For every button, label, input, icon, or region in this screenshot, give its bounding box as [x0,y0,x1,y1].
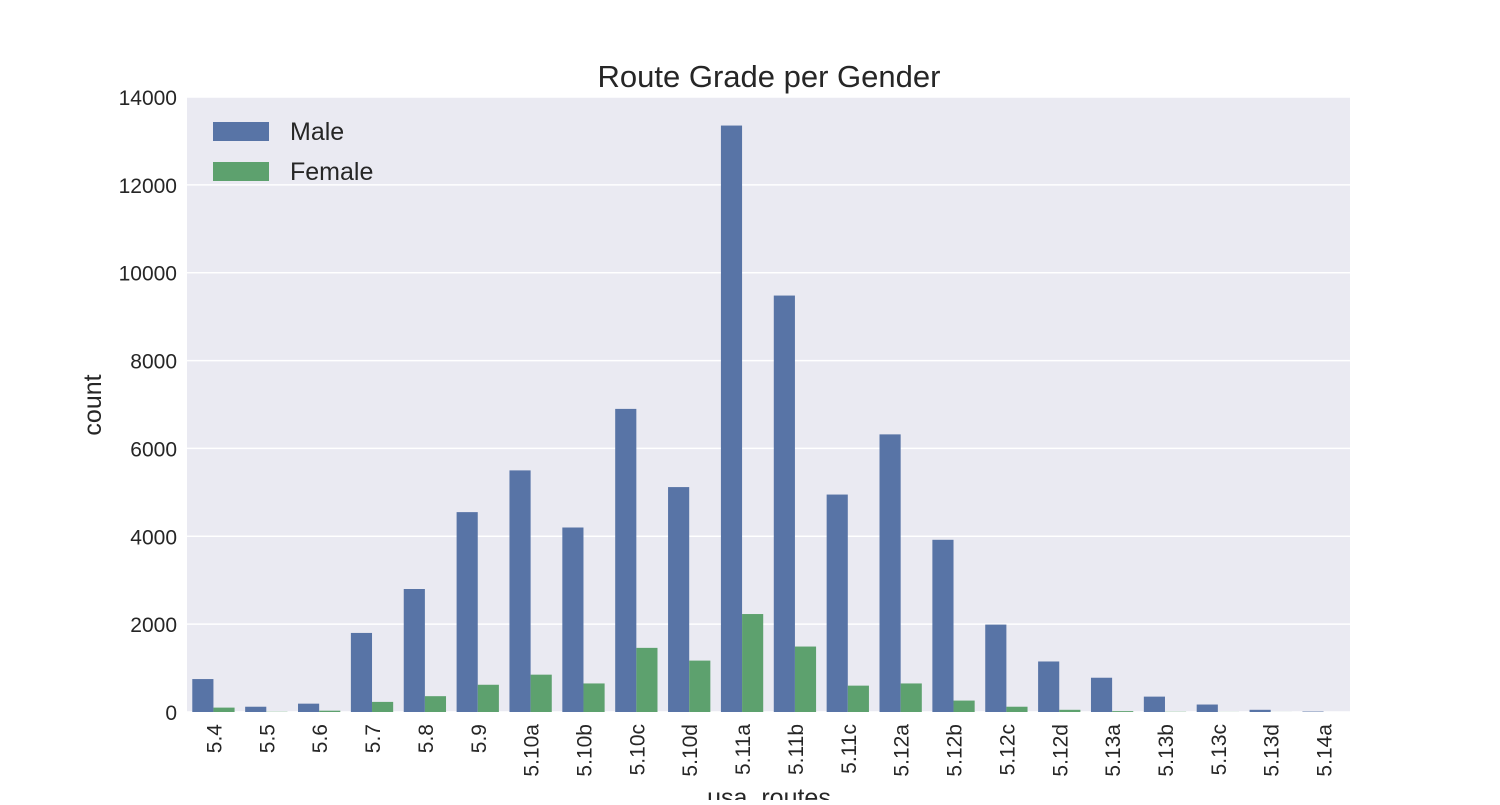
x-tick-label: 5.8 [415,724,438,753]
y-tick-label: 14000 [119,87,177,110]
bar-female-5.12c [1006,707,1027,712]
bar-male-5.6 [298,704,319,712]
y-tick-label: 10000 [119,263,177,286]
x-tick-label: 5.11c [838,724,861,774]
bar-female-5.11a [742,614,763,712]
x-tick-label: 5.11b [785,724,808,775]
legend-label: Male [290,118,344,146]
bar-male-5.13b [1144,697,1165,712]
bar-female-5.10b [583,683,604,712]
x-tick-label: 5.7 [362,724,385,753]
bar-male-5.13d [1250,710,1271,712]
x-tick-label: 5.12c [996,724,1019,775]
y-tick-label: 0 [165,702,177,725]
bar-male-5.5 [245,707,266,712]
x-tick-label: 5.10c [626,724,649,775]
bar-male-5.10c [615,409,636,712]
bar-male-5.10b [562,528,583,713]
x-tick-label: 5.10a [521,724,544,777]
x-tick-label: 5.10d [679,724,702,777]
bar-male-5.13a [1091,678,1112,712]
bar-female-5.12d [1059,710,1080,712]
bar-male-5.4 [192,679,213,712]
bar-male-5.12d [1038,661,1059,712]
bar-female-5.11c [848,686,869,712]
x-tick-label: 5.6 [309,724,332,753]
legend-label: Female [290,158,373,186]
bar-female-5.10c [636,648,657,712]
y-tick-label: 12000 [119,175,177,198]
bar-male-5.9 [457,512,478,712]
bar-female-5.13a [1112,711,1133,712]
bar-male-5.11a [721,126,742,712]
x-tick-label: 5.13d [1261,724,1284,777]
x-tick-label: 5.13b [1155,724,1178,777]
x-axis-label: usa_routes [707,784,831,800]
x-tick-label: 5.13a [1102,724,1125,777]
y-tick-label: 8000 [130,351,177,374]
x-tick-label: 5.13c [1208,724,1231,775]
bar-male-5.12b [932,540,953,712]
plot-background [187,97,1350,712]
y-axis-label: count [79,374,107,435]
bar-male-5.11c [827,495,848,712]
bar-male-5.12c [985,625,1006,712]
legend-swatch [213,162,269,181]
bar-female-5.4 [213,708,234,712]
bar-male-5.8 [404,589,425,712]
bar-female-5.11b [795,647,816,712]
x-tick-label: 5.12b [944,724,967,777]
x-axis-ticks: 5.4 5.5 5.6 5.7 5.8 5.9 5.10a 5.10b 5.10c 5.10d 5.… [203,724,1336,777]
y-axis-ticks: 0 2000 4000 6000 8000 10000 12000 14000 [119,87,177,725]
bar-female-5.12a [901,683,922,712]
x-tick-label: 5.4 [203,724,226,754]
y-tick-label: 6000 [130,438,177,461]
x-tick-label: 5.12a [891,724,914,777]
y-tick-label: 2000 [130,614,177,637]
bar-female-5.12b [954,701,975,712]
y-tick-label: 4000 [130,526,177,549]
bar-male-5.13c [1197,705,1218,712]
bar-male-5.7 [351,633,372,712]
bar-female-5.8 [425,696,446,712]
chart-title: Route Grade per Gender [598,59,941,94]
legend-swatch [213,122,269,141]
bar-male-5.10d [668,487,689,712]
x-tick-label: 5.5 [256,724,279,753]
x-tick-label: 5.11a [732,724,755,775]
x-tick-label: 5.14a [1314,724,1337,777]
bar-female-5.10d [689,661,710,712]
bar-female-5.7 [372,702,393,712]
bar-male-5.12a [880,434,901,712]
x-tick-label: 5.9 [468,724,491,753]
x-tick-label: 5.10b [573,724,596,777]
bar-male-5.10a [509,470,530,712]
bar-female-5.9 [478,685,499,712]
bar-male-5.11b [774,296,795,712]
bar-female-5.10a [531,675,552,712]
bar-female-5.6 [319,711,340,712]
x-tick-label: 5.12d [1049,724,1072,777]
